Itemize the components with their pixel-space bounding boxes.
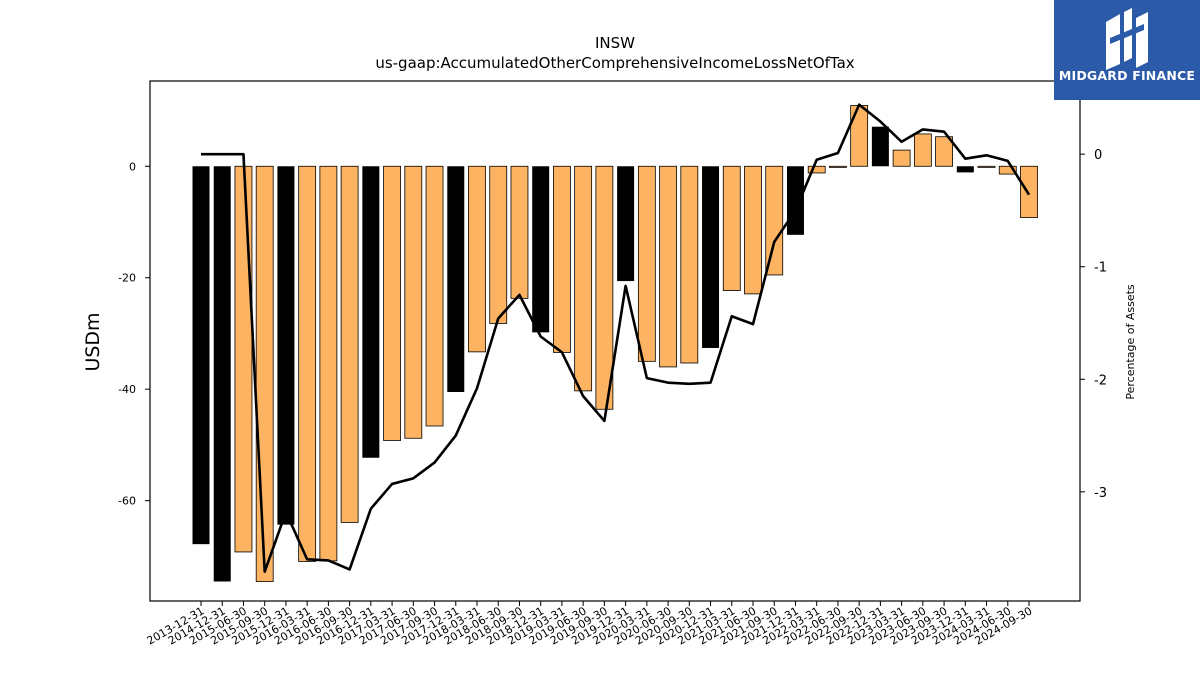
bar-2020-06-30 [659,165,677,368]
line-percentage-of-assets [201,103,1031,574]
bar-2018-12-31 [532,166,550,333]
bar-2022-06-30 [829,165,847,168]
y2-tick-label: -1 [1094,261,1107,276]
bar-2018-03-31 [468,165,486,353]
bar-2024-06-30 [998,165,1017,175]
y2-tick-label: -3 [1094,486,1107,501]
bar-2015-12-31 [277,166,295,525]
bar-2017-03-31 [383,165,401,441]
y-axis-label: USDm [82,312,104,371]
bar-2024-09-30 [1020,165,1038,218]
y-tick-label: -60 [118,495,136,508]
bar-2022-03-31 [807,165,826,174]
y2-axis-label: Percentage of Assets [1124,284,1137,400]
bar-2019-09-30 [595,165,614,410]
bar-2019-06-30 [574,165,593,392]
bar-2016-06-30 [319,165,338,562]
bar-2019-12-31 [617,166,635,282]
bar-2015-09-30 [255,165,274,582]
bar-2023-06-30 [913,133,932,167]
bar-2020-03-31 [637,165,656,362]
bar-2017-12-31 [447,166,465,392]
y-tick-label: -20 [118,272,136,285]
y-tick-label: -40 [118,383,136,396]
bar-2022-12-31 [871,126,889,167]
logo-text: MIDGARD FINANCE [1058,68,1196,83]
chart-subtitle: us-gaap:AccumulatedOtherComprehensiveInc… [375,54,854,72]
axes: 0-20-40-600-1-2-32013-12-312014-12-31201… [118,148,1107,647]
bar-2023-03-31 [892,149,911,167]
bar-2014-12-31 [213,166,231,582]
bar-2021-06-30 [744,165,762,295]
y-tick-label: 0 [129,160,136,173]
bar-2024-03-31 [977,165,996,168]
bar-2023-12-31 [956,166,974,173]
bar-2016-12-31 [362,166,380,458]
bar-2016-09-30 [340,165,359,523]
bar-2022-09-30 [850,105,869,167]
bar-2016-03-31 [298,165,317,562]
bar-2017-06-30 [404,165,423,439]
bar-2020-12-31 [702,166,720,348]
bar-2018-09-30 [510,165,529,299]
bar-2023-09-30 [935,136,953,167]
bar-2021-09-30 [765,165,784,276]
bar-2021-03-31 [722,165,741,291]
bar-2021-12-31 [786,166,804,235]
bar-2015-06-30 [234,165,253,553]
bar-2020-09-30 [680,165,699,364]
bar-series [192,105,1038,582]
y2-tick-label: -2 [1094,373,1107,388]
midgard-finance-logo: MIDGARD FINANCE [1054,0,1200,100]
plot-frame [149,80,1081,602]
bar-2018-06-30 [489,165,508,324]
y2-tick-label: 0 [1094,148,1102,163]
line-series [201,103,1031,574]
bar-2017-09-30 [425,165,444,427]
midgard-logo-icon [1106,8,1148,70]
chart-title: INSW [595,34,635,52]
bar-2013-12-31 [192,166,210,545]
bar-2019-03-31 [553,165,571,353]
